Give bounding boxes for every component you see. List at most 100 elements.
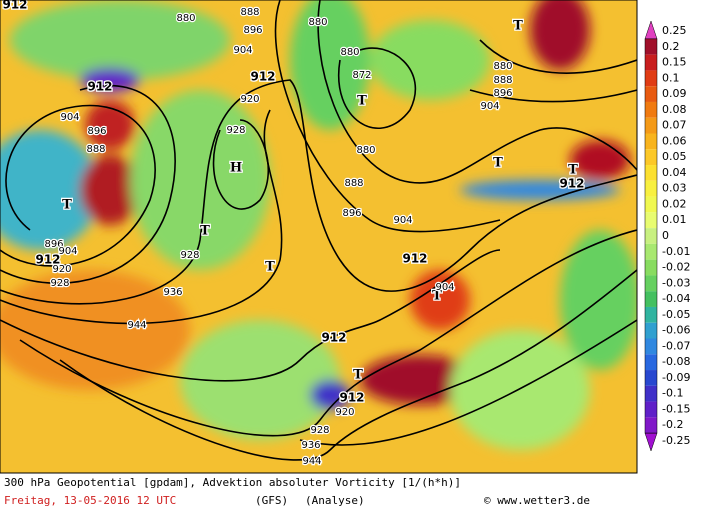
map-label: 944	[127, 320, 146, 331]
colorbar-label: -0.04	[662, 292, 690, 305]
colorbar-frame	[644, 38, 658, 434]
colorbar-cell	[645, 417, 657, 434]
map-label: 896	[493, 88, 512, 99]
map-label: 920	[335, 407, 354, 418]
colorbar-label: 0.03	[662, 182, 687, 195]
colorbar-label: -0.06	[662, 324, 690, 337]
map-label: 888	[240, 7, 259, 18]
map-label: 888	[86, 144, 105, 155]
map-label: 912	[35, 253, 60, 267]
colorbar-cell	[645, 38, 657, 55]
colorbar-label: 0.01	[662, 213, 687, 226]
colorbar-cell	[645, 54, 657, 71]
map-label: 920	[240, 94, 259, 105]
colorbar-label: 0.25	[662, 24, 687, 37]
footer-mode: (Analyse)	[305, 494, 365, 507]
colorbar-cell	[645, 86, 657, 102]
colorbar-label: -0.02	[662, 261, 690, 274]
colorbar: 0.25 0.2 0.15 0.1 0.09 0.08 0.07 0.06 0.05 0.04 0.…	[644, 20, 690, 452]
map-label: 896	[243, 25, 262, 36]
map-label: 888	[493, 75, 512, 86]
map-label: T	[513, 19, 523, 34]
map-label: 904	[393, 215, 412, 226]
colorbar-cell	[645, 212, 657, 229]
map-label: T	[568, 163, 578, 178]
colorbar-label: 0.05	[662, 150, 687, 163]
footer-date: Freitag, 13-05-2016 12 UTC	[4, 494, 176, 507]
map-label: T	[493, 156, 503, 171]
map-label: 880	[340, 47, 359, 58]
footer-model: (GFS)	[255, 494, 288, 507]
map-label: T	[357, 94, 367, 109]
colorbar-cell	[645, 338, 657, 355]
colorbar-cell	[645, 228, 657, 244]
map-label: 912	[321, 331, 346, 345]
colorbar-cap	[644, 20, 658, 40]
map-label: 912	[2, 0, 27, 12]
colorbar-cell	[645, 306, 657, 323]
colorbar-cell	[645, 70, 657, 87]
colorbar-cap	[644, 432, 658, 452]
map-label: 944	[302, 456, 321, 467]
colorbar-cell	[645, 117, 657, 134]
map-label: 928	[180, 250, 199, 261]
colorbar-cell	[645, 259, 657, 276]
colorbar-cell	[645, 370, 657, 386]
colorbar-label: 0.08	[662, 103, 687, 116]
map-label: 880	[308, 17, 327, 28]
colorbar-cell	[645, 133, 657, 150]
map-labels: 912880888896904912920928H880880872T88088…	[1, 0, 586, 468]
colorbar-label: 0.2	[662, 40, 680, 53]
map-label: 912	[559, 177, 584, 191]
colorbar-label: -0.15	[662, 402, 690, 415]
map-label: 936	[301, 440, 320, 451]
map-label: 912	[402, 252, 427, 266]
colorbar-cell	[645, 149, 657, 166]
map-label: 896	[44, 239, 63, 250]
colorbar-label: -0.01	[662, 245, 690, 258]
map-label: H	[230, 161, 242, 176]
map-label: 928	[50, 278, 69, 289]
map-label: 904	[58, 246, 77, 257]
colorbar-label: 0.07	[662, 119, 687, 132]
colorbar-cell	[645, 243, 657, 260]
map-label: 904	[435, 282, 454, 293]
map-label: 928	[226, 125, 245, 136]
map-label: T	[62, 198, 72, 213]
colorbar-cell	[645, 385, 657, 402]
colorbar-cell	[645, 275, 657, 292]
colorbar-label: 0.15	[662, 56, 687, 69]
colorbar-label: -0.09	[662, 371, 690, 384]
colorbar-label: -0.07	[662, 339, 690, 352]
contour-lines	[0, 0, 637, 461]
colorbar-cell	[645, 180, 657, 197]
colorbar-cell	[645, 101, 657, 118]
map-label: 880	[493, 61, 512, 72]
colorbar-cell	[645, 401, 657, 418]
colorbar-cell	[645, 165, 657, 181]
map-label: 920	[52, 264, 71, 275]
colorbar-label: 0.02	[662, 197, 687, 210]
map-label: T	[265, 260, 275, 275]
map-label: 904	[480, 101, 499, 112]
map-label: 904	[233, 45, 252, 56]
map-label: 912	[250, 70, 275, 84]
map-label: T	[200, 224, 210, 239]
colorbar-label: 0	[662, 229, 669, 242]
colorbar-label: -0.03	[662, 276, 690, 289]
map-label: 896	[342, 208, 361, 219]
colorbar-cell	[645, 322, 657, 339]
map-label: 880	[356, 145, 375, 156]
map-label: 912	[87, 80, 112, 94]
footer-title: 300 hPa Geopotential [gpdam], Advektion …	[4, 476, 461, 489]
map-label: 904	[60, 112, 79, 123]
colorbar-label: -0.2	[662, 418, 683, 431]
colorbar-label: 0.04	[662, 166, 687, 179]
map-frame	[0, 0, 638, 474]
map-label: 928	[310, 425, 329, 436]
map-label: 912	[339, 391, 364, 405]
map-label: 888	[344, 178, 363, 189]
map-field: 912880888896904912920928H880880872T88088…	[0, 0, 637, 473]
colorbar-cell	[645, 354, 657, 371]
map-label: 872	[352, 70, 371, 81]
